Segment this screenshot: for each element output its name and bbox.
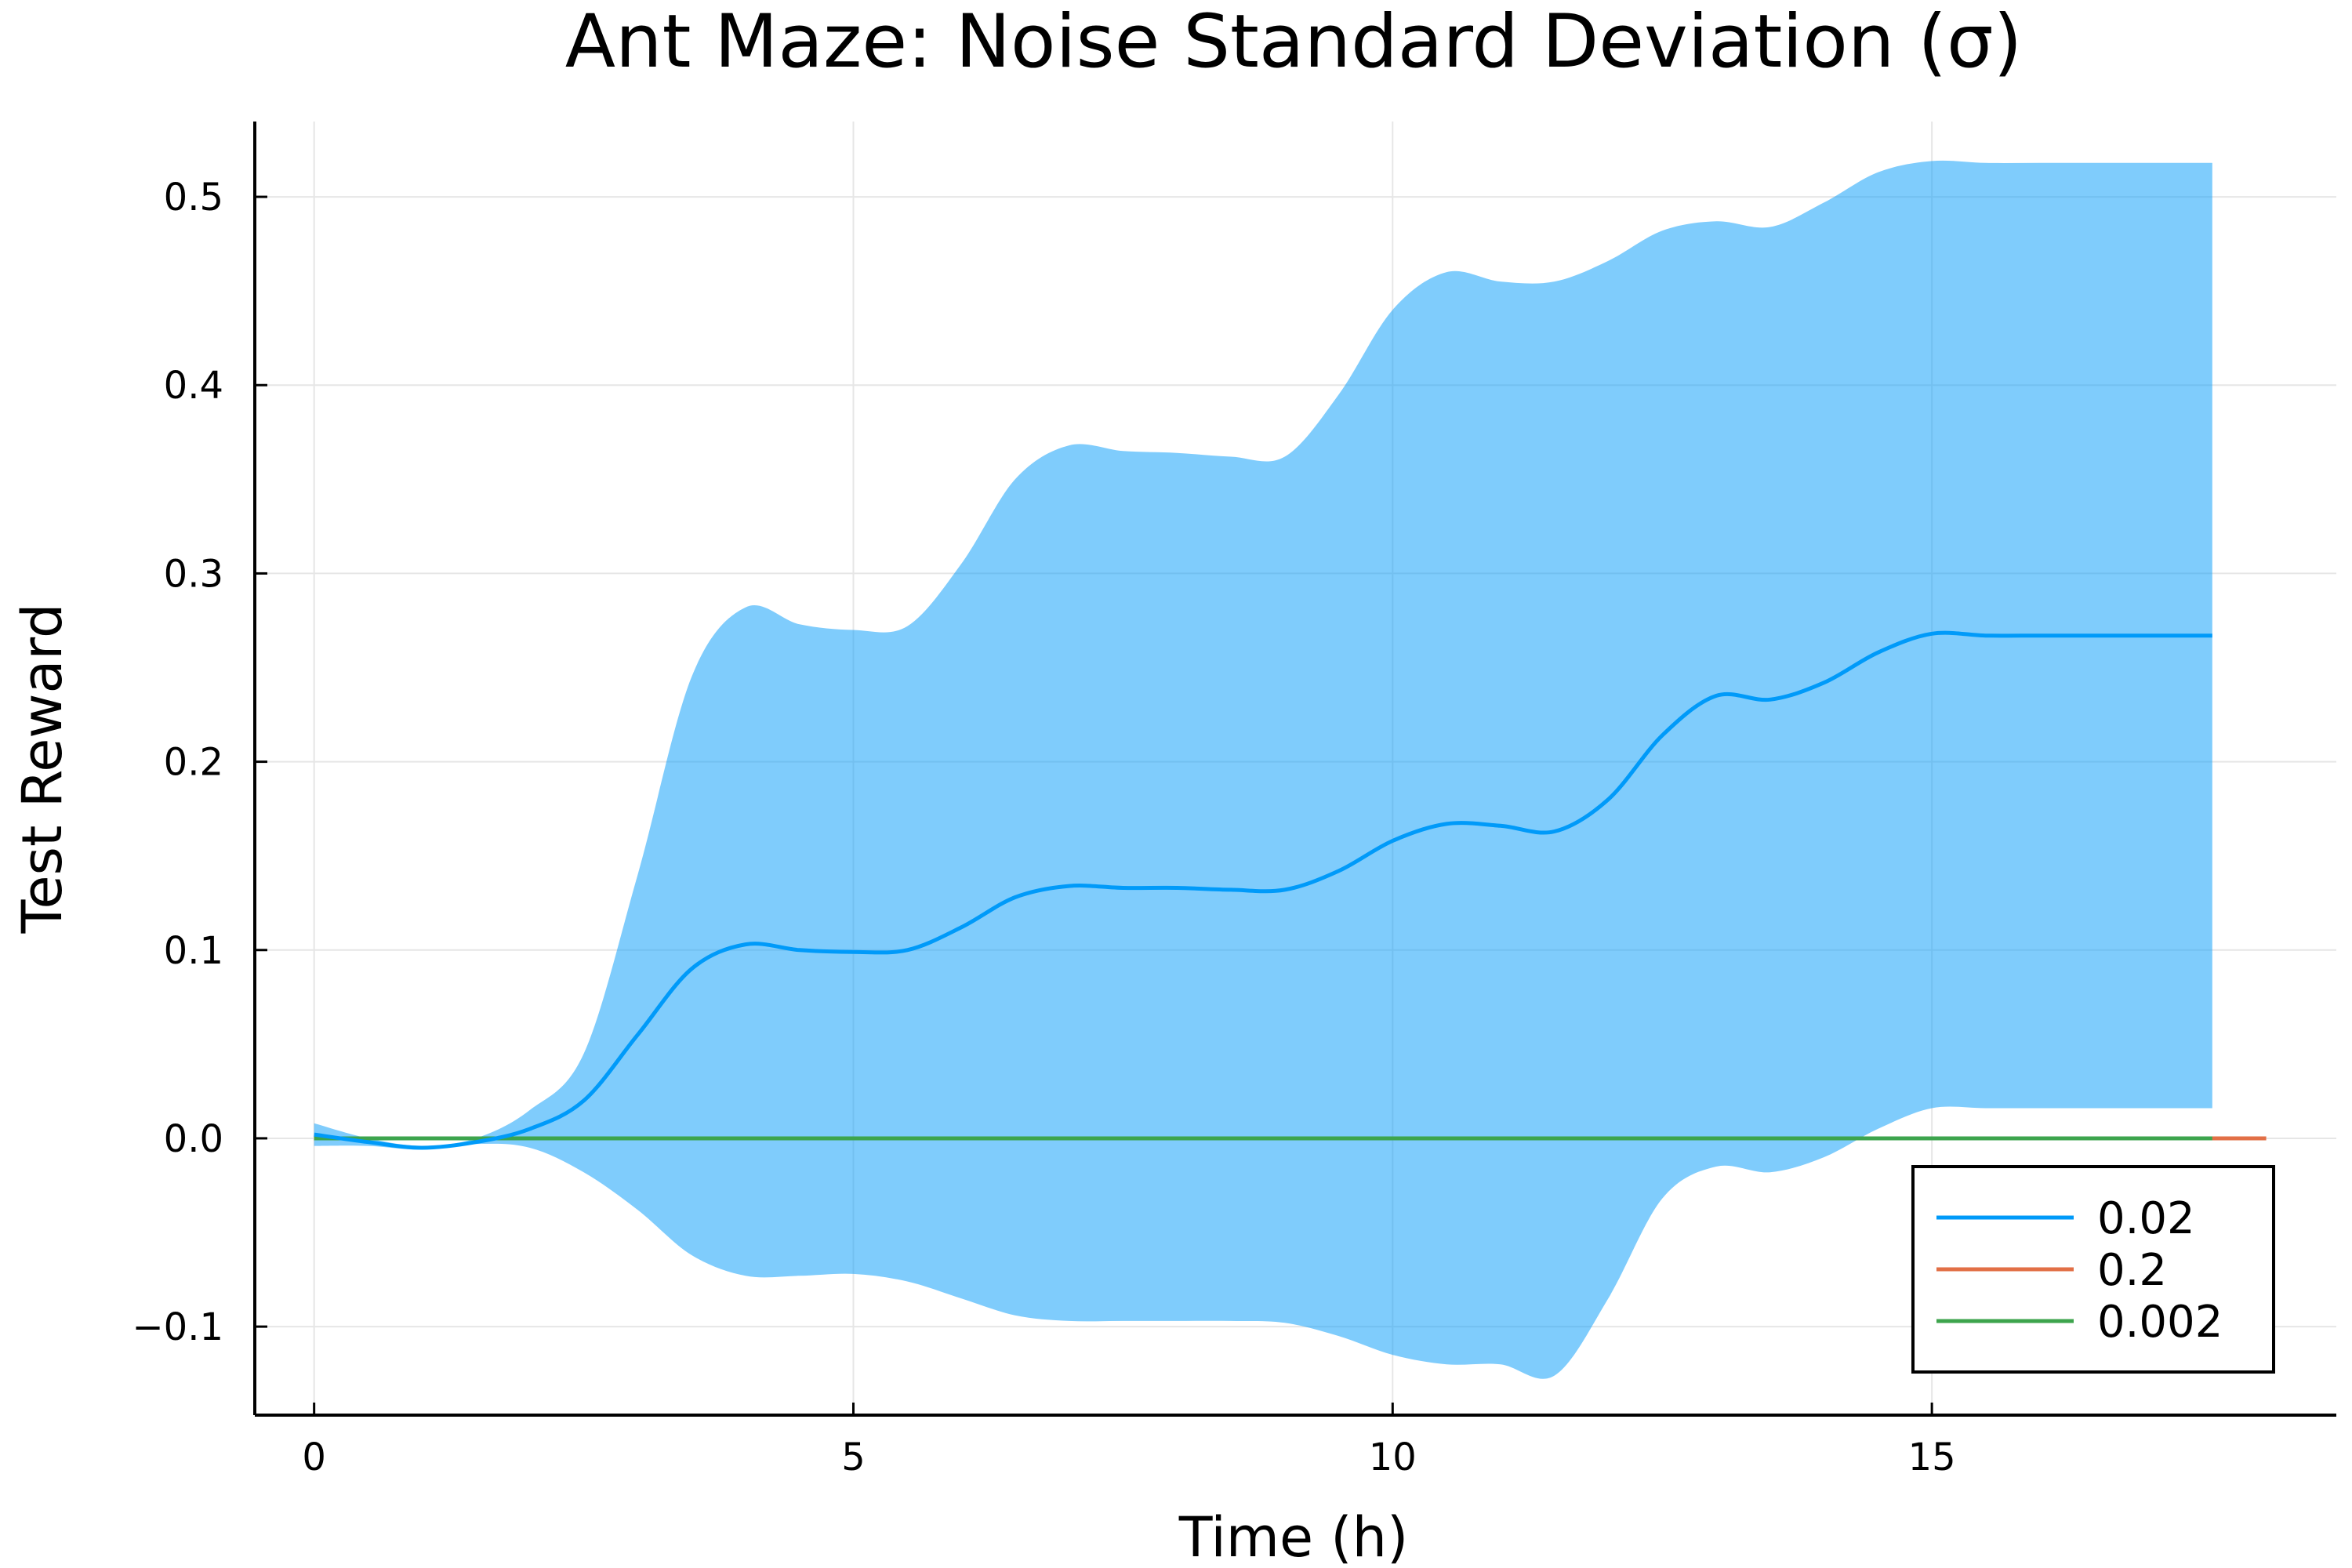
legend-entry-2: 0.002 [2097, 1297, 2223, 1348]
chart-title: Ant Maze: Noise Standard Deviation (σ) [565, 0, 2023, 85]
y-tick-label: 0.0 [164, 1117, 223, 1161]
x-tick-label: 15 [1908, 1436, 1956, 1479]
y-tick-label: 0.1 [164, 929, 223, 973]
y-axis-label: Test Reward [10, 604, 74, 935]
series-0-confidence-band [314, 160, 2212, 1379]
legend-entry-1: 0.2 [2097, 1245, 2167, 1296]
legend: 0.020.20.002 [1911, 1165, 2275, 1374]
x-tick-label: 5 [841, 1436, 866, 1479]
y-tick-label: 0.2 [164, 741, 223, 785]
y-tick-label: 0.5 [164, 176, 223, 220]
x-axis-label: Time (h) [1178, 1505, 1409, 1568]
axis-layer: 0 5 10 15 −0.1 0.0 0.1 0.2 0.3 0.4 0.5 [132, 122, 2336, 1479]
y-tick-label: 0.4 [164, 364, 223, 408]
band-layer [314, 160, 2212, 1379]
series-0-line [314, 630, 2212, 1150]
y-tick-label: 0.3 [164, 552, 223, 596]
y-tick-label: −0.1 [132, 1305, 223, 1349]
x-tick-label: 0 [302, 1436, 326, 1479]
legend-entry-0: 0.02 [2097, 1193, 2195, 1244]
line-layer [314, 630, 2267, 1150]
x-tick-label: 10 [1369, 1436, 1417, 1479]
